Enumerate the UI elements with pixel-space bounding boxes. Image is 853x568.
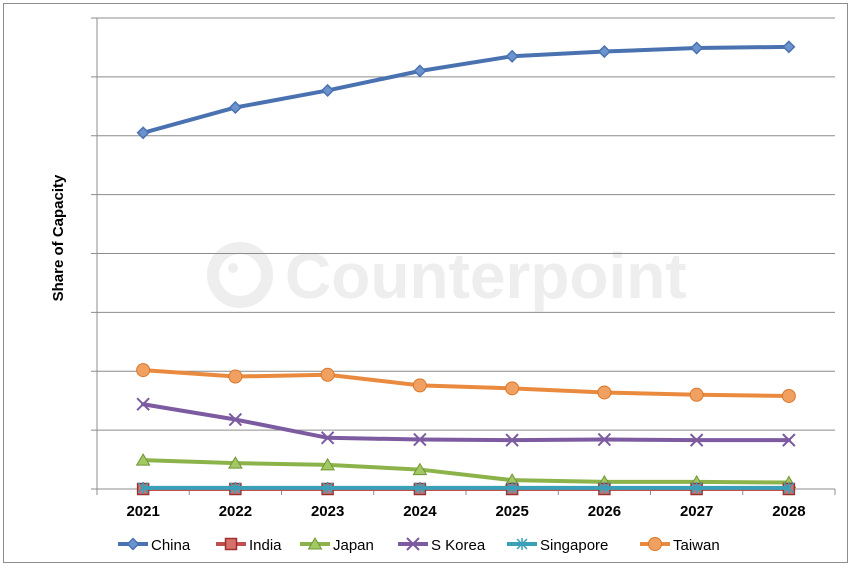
data-point-s-korea (782, 433, 796, 447)
data-point-taiwan (689, 387, 704, 402)
legend-marker-s-korea (406, 537, 420, 551)
data-point-singapore (598, 481, 610, 494)
data-point-singapore (506, 481, 518, 494)
series-china (136, 40, 796, 140)
data-point-s-korea (228, 412, 243, 427)
data-point-japan (320, 457, 336, 471)
legend-item-singapore: Singapore (507, 537, 608, 554)
data-point-singapore (783, 481, 795, 494)
data-point-japan (412, 462, 428, 476)
series-line-china (141, 44, 791, 135)
legend-item-india: India (216, 537, 282, 554)
data-point-s-korea (413, 432, 427, 447)
legend-marker-china (126, 537, 140, 551)
watermark-logo-icon (207, 242, 273, 308)
x-tick-label: 2028 (772, 503, 805, 520)
data-point-taiwan (505, 381, 520, 396)
data-point-taiwan (597, 385, 612, 400)
x-tick-label: 2027 (680, 503, 713, 520)
legend-label: Singapore (540, 537, 608, 554)
legend-label: India (249, 537, 282, 554)
data-point-s-korea (597, 432, 612, 447)
legend-marker-japan (307, 537, 323, 550)
data-point-taiwan (412, 378, 427, 393)
watermark-text: Counterpoint (285, 240, 687, 312)
series-line-taiwan (141, 368, 791, 398)
data-point-china (228, 100, 242, 115)
watermark: Counterpoint (207, 240, 687, 312)
x-tick-labels: 2021 2022 2023 2024 2025 2026 2027 2028 (126, 503, 805, 520)
x-tick-label: 2022 (219, 503, 252, 520)
x-tick-label: 2025 (495, 503, 528, 520)
data-point-s-korea (136, 397, 150, 411)
legend-label: Taiwan (673, 537, 720, 554)
legend-item-japan: Japan (300, 537, 374, 554)
watermark-logo-dot (228, 263, 238, 273)
legend-item-taiwan: Taiwan (640, 537, 720, 554)
data-point-china (413, 64, 427, 78)
legend-label: S Korea (431, 537, 486, 554)
data-point-china (690, 41, 704, 55)
legend-marker-india (224, 537, 238, 551)
data-point-taiwan (228, 369, 243, 384)
series-singapore (137, 481, 795, 494)
series-s-korea (136, 397, 796, 447)
legend: China India Japan S Korea Singapore Taiwan (118, 537, 720, 554)
x-tick-label: 2021 (126, 503, 159, 520)
series-group (135, 40, 797, 496)
series-line-japan (141, 458, 791, 485)
x-tick-label: 2024 (403, 503, 437, 520)
data-point-japan (135, 453, 151, 466)
series-taiwan (136, 363, 796, 403)
x-tick-label: 2023 (311, 503, 344, 520)
data-point-taiwan (136, 363, 151, 378)
data-point-singapore (137, 481, 149, 494)
data-point-singapore (691, 481, 703, 494)
data-point-china (597, 44, 611, 59)
legend-item-china: China (118, 537, 191, 554)
legend-label: China (151, 537, 191, 554)
data-point-taiwan (781, 388, 796, 403)
data-point-china (782, 40, 796, 54)
series-line-s-korea (141, 402, 791, 443)
legend-marker-taiwan (648, 537, 662, 551)
data-point-s-korea (505, 433, 519, 447)
data-point-china (505, 49, 519, 63)
data-point-taiwan (320, 367, 335, 382)
data-point-s-korea (320, 431, 335, 445)
legend-label: Japan (333, 537, 374, 554)
legend-marker-singapore (516, 538, 528, 550)
grid (97, 17, 835, 431)
data-point-japan (227, 456, 243, 469)
data-point-s-korea (689, 433, 704, 447)
data-point-singapore (414, 481, 426, 494)
legend-item-s-korea: S Korea (398, 537, 486, 554)
data-point-china (136, 126, 150, 140)
y-axis-label: Share of Capacity (50, 174, 67, 301)
data-point-singapore (322, 481, 334, 494)
data-point-singapore (229, 481, 241, 494)
x-tick-label: 2026 (588, 503, 621, 520)
data-point-china (321, 83, 335, 97)
